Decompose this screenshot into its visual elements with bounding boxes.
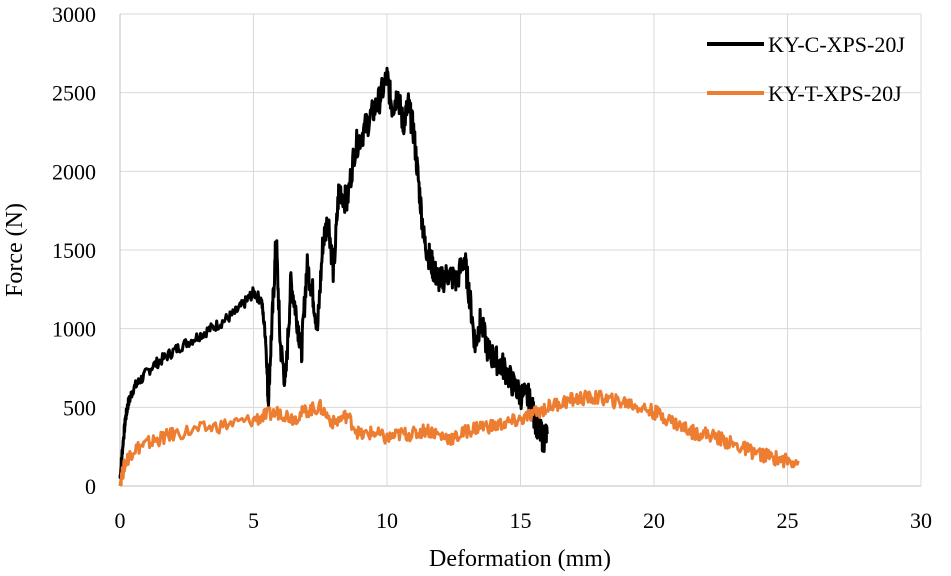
x-tick-label: 10 (376, 508, 398, 533)
series-line-ky-t-xps-20j (118, 389, 800, 487)
x-tick-label: 30 (910, 508, 932, 533)
y-tick-label: 2000 (52, 159, 96, 184)
y-tick-label: 3000 (52, 2, 96, 27)
x-tick-label: 0 (115, 508, 126, 533)
y-tick-label: 500 (63, 395, 96, 420)
x-tick-label: 15 (510, 508, 532, 533)
y-tick-label: 0 (85, 474, 96, 499)
series-lines (118, 66, 800, 487)
x-axis-title: Deformation (mm) (429, 546, 611, 572)
x-tick-label: 25 (777, 508, 799, 533)
y-axis-title: Force (N) (2, 203, 28, 297)
legend-label-ky-t-xps-20j: KY-T-XPS-20J (768, 81, 902, 106)
legend: KY-C-XPS-20J KY-T-XPS-20J (707, 32, 905, 106)
tick-labels: 0 500 1000 1500 2000 2500 3000 0 5 10 15 20 25 30 (52, 2, 932, 533)
x-tick-label: 20 (643, 508, 665, 533)
grid-lines (119, 13, 922, 487)
y-tick-label: 1500 (52, 238, 96, 263)
series-line-ky-c-xps-20j (118, 66, 549, 480)
legend-label-ky-c-xps-20j: KY-C-XPS-20J (768, 32, 905, 57)
x-tick-label: 5 (248, 508, 259, 533)
y-tick-label: 1000 (52, 317, 96, 342)
y-tick-label: 2500 (52, 81, 96, 106)
